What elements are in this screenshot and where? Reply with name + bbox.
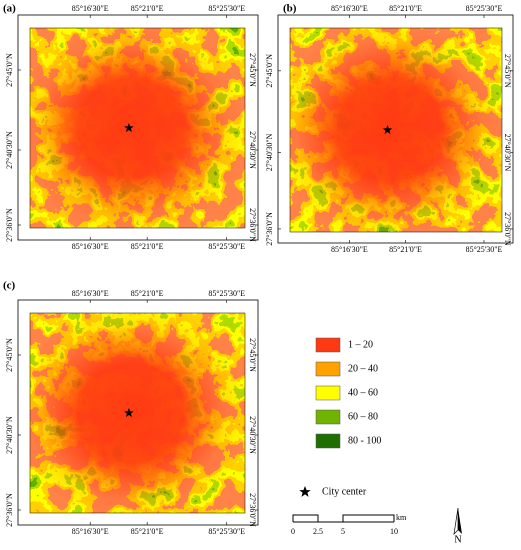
scale-label: 2.5 — [313, 527, 323, 536]
star-symbol — [299, 486, 311, 497]
lon-tick-label: 85°16'30"E — [72, 527, 109, 536]
scale-label: 10 — [390, 527, 398, 536]
lon-tick-label: 85°21'0"E — [131, 4, 164, 13]
lat-tick-label: 27°40'30"N — [248, 131, 257, 169]
lat-tick-label: 27°40'30"N — [5, 416, 14, 454]
north-arrow-shape — [458, 508, 462, 534]
legend-label: 80 - 100 — [348, 435, 381, 446]
city-center-star — [124, 408, 134, 418]
lon-tick-label: 85°21'0"E — [131, 242, 164, 251]
urban-core — [290, 28, 502, 232]
city-center-label: City center — [322, 486, 367, 497]
city-center-star — [382, 125, 393, 135]
urban-core — [30, 28, 245, 228]
lon-tick-label: 85°25'30"E — [208, 289, 245, 298]
lat-tick-label: 27°36'0"N — [503, 212, 512, 246]
north-arrow-shape — [453, 507, 459, 536]
legend-label: 40 – 60 — [348, 387, 378, 398]
lat-tick-label: 27°40'30"N — [265, 133, 274, 171]
legend-swatch — [315, 361, 341, 377]
lon-tick-label: 85°25'30"E — [208, 4, 245, 13]
panel-label: (c) — [3, 280, 16, 292]
legend-label: 60 – 80 — [348, 411, 378, 422]
legend: 1 – 20 20 – 40 40 – 60 60 – 80 80 - 100 — [315, 337, 381, 449]
scale-label: 0 — [291, 527, 295, 536]
scale-bar: 0 2.5 5 10 km — [291, 513, 407, 536]
lon-tick-label: 85°25'30"E — [208, 527, 245, 536]
map-panel: (b) 85°16'30"E 85°16'30"E 85°21'0"E 85°21'0"… — [265, 3, 514, 254]
lon-tick-label: 85°16'30"E — [72, 242, 109, 251]
lon-tick-label: 85°16'30"E — [331, 245, 368, 254]
lat-tick-label: 27°45'0"N — [248, 53, 257, 87]
lat-tick-label: 27°36'0"N — [5, 208, 14, 242]
north-arrow: N — [453, 507, 462, 545]
lat-tick-label: 27°36'0"N — [248, 208, 257, 242]
north-label: N — [454, 534, 461, 545]
lat-tick-label: 27°45'0"N — [265, 54, 274, 88]
lat-tick-label: 27°45'0"N — [503, 54, 512, 88]
lon-tick-label: 85°25'30"E — [466, 4, 503, 13]
lat-tick-label: 27°36'0"N — [5, 493, 14, 527]
lat-tick-label: 27°45'0"N — [248, 338, 257, 372]
city-center-legend: City center — [299, 486, 367, 497]
lat-tick-label: 27°40'30"N — [248, 416, 257, 454]
map-border — [29, 27, 246, 229]
legend-swatch — [315, 337, 341, 353]
lat-tick-label: 27°45'0"N — [5, 338, 14, 372]
map-panel: (c) 85°16'30"E 85°16'30"E 85°21'0"E 85°21'0"… — [3, 280, 259, 536]
panel-label: (a) — [3, 3, 16, 15]
legend-label: 20 – 40 — [348, 363, 378, 374]
map-panel: (a) 85°16'30"E 85°16'30"E 85°21'0"E 85°21'0"… — [3, 3, 259, 251]
map-border — [289, 27, 503, 233]
lon-tick-label: 85°25'30"E — [208, 242, 245, 251]
lon-tick-label: 85°25'30"E — [466, 245, 503, 254]
scale-bar-line — [292, 514, 395, 523]
lon-tick-label: 85°21'0"E — [389, 4, 422, 13]
legend-swatch — [315, 385, 341, 401]
lon-tick-label: 85°16'30"E — [331, 4, 368, 13]
scale-unit: km — [396, 513, 407, 522]
lon-tick-label: 85°16'30"E — [72, 4, 109, 13]
legend-swatch — [315, 409, 341, 425]
lat-tick-label: 27°36'0"N — [265, 212, 274, 246]
map-panels: (a) 85°16'30"E 85°16'30"E 85°21'0"E 85°21'0"… — [3, 3, 514, 536]
lat-tick-label: 27°36'0"N — [248, 493, 257, 527]
legend-label: 1 – 20 — [348, 339, 373, 350]
lat-tick-label: 27°45'0"N — [5, 53, 14, 87]
lon-tick-label: 85°21'0"E — [131, 289, 164, 298]
legend-swatch — [315, 433, 341, 449]
lon-tick-label: 85°16'30"E — [72, 289, 109, 298]
map-border — [29, 312, 246, 514]
city-center-star — [124, 123, 134, 133]
panel-label: (b) — [283, 3, 297, 15]
lat-tick-label: 27°40'30"N — [503, 134, 512, 172]
urban-core — [30, 313, 245, 513]
lat-tick-label: 27°40'30"N — [5, 131, 14, 169]
scale-label: 5 — [341, 527, 345, 536]
lon-tick-label: 85°21'0"E — [131, 527, 164, 536]
lon-tick-label: 85°21'0"E — [389, 245, 422, 254]
